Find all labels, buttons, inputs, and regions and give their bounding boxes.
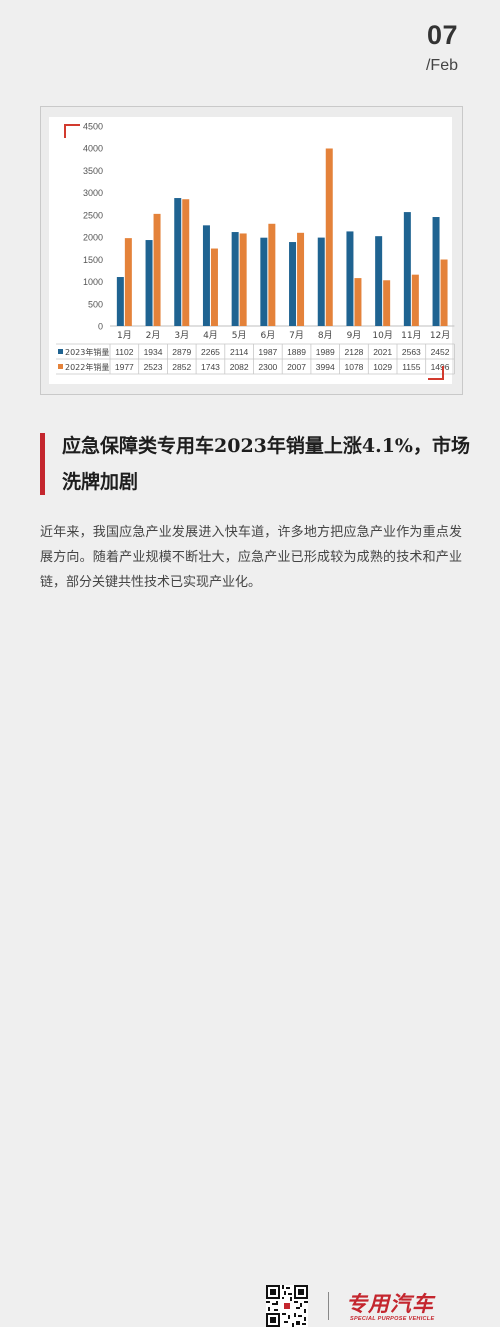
qr-code-icon[interactable]: [266, 1285, 308, 1327]
data-label: 1987: [258, 347, 277, 357]
bar-2022: [239, 233, 247, 326]
y-tick-label: 500: [88, 299, 103, 309]
footer: 专用汽车 SPECIAL PURPOSE VEHICLE: [0, 640, 500, 1327]
data-label: 2300: [258, 362, 277, 372]
x-tick-label: 12月: [430, 330, 450, 341]
bar-2023: [202, 225, 210, 326]
y-tick-label: 3000: [83, 188, 103, 198]
legend-swatch: [58, 364, 63, 369]
bar-2023: [231, 232, 239, 326]
bar-2022: [440, 259, 448, 326]
data-label: 2265: [201, 347, 220, 357]
corner-mark-bottom-right: [428, 366, 444, 380]
data-label: 2114: [230, 347, 249, 357]
bar-2022: [124, 238, 132, 326]
y-tick-label: 4500: [83, 122, 103, 132]
bar-2022: [153, 213, 161, 326]
y-tick-label: 2000: [83, 233, 103, 243]
bar-2023: [260, 237, 268, 326]
x-tick-label: 2月: [146, 330, 161, 341]
data-label: 1496: [431, 362, 450, 372]
data-label: 2879: [172, 347, 191, 357]
data-label: 3994: [316, 362, 335, 372]
data-label: 2082: [230, 362, 249, 372]
data-label: 2523: [144, 362, 163, 372]
article-title: 应急保障类专用车2023年销量上涨4.1%，市场洗牌加剧: [62, 435, 470, 493]
bar-2022: [210, 248, 218, 326]
x-tick-label: 6月: [260, 330, 275, 341]
y-tick-label: 0: [98, 322, 103, 332]
y-tick-label: 2500: [83, 210, 103, 220]
y-tick-label: 3500: [83, 166, 103, 176]
data-label: 1977: [115, 362, 134, 372]
data-label: 1743: [201, 362, 220, 372]
issue-month: /Feb: [425, 57, 458, 74]
x-tick-label: 4月: [203, 330, 218, 341]
x-tick-label: 9月: [347, 330, 362, 341]
y-tick-label: 1500: [83, 255, 103, 265]
legend-swatch: [58, 349, 63, 354]
y-tick-label: 1000: [83, 277, 103, 287]
data-label: 2852: [172, 362, 191, 372]
chart-background: [49, 117, 452, 384]
brand-logo: 专用汽车: [346, 1292, 434, 1316]
bar-2022: [297, 232, 305, 326]
corner-mark-top-left: [64, 124, 80, 138]
heading-accent-bar: [40, 433, 45, 495]
bar-2023: [116, 277, 124, 326]
bar-2023: [145, 240, 153, 326]
data-label: 2452: [431, 347, 450, 357]
data-label: 1934: [144, 347, 163, 357]
data-label: 1155: [402, 362, 421, 372]
x-tick-label: 7月: [289, 330, 304, 341]
data-label: 1102: [115, 347, 134, 357]
bar-2022: [268, 223, 276, 326]
x-tick-label: 8月: [318, 330, 333, 341]
article-body: 近年来，我国应急产业发展进入快车道，许多地方把应急产业作为重点发展方向。随着产业…: [40, 525, 462, 590]
issue-day: 07: [426, 20, 458, 50]
data-label: 2007: [287, 362, 306, 372]
bar-2023: [375, 236, 383, 326]
sales-chart: 0 500 1000 1500 2000 2500 3000 3500 4000 4500 1月 2月…: [56, 122, 455, 375]
bar-2023: [317, 237, 325, 326]
data-label: 2128: [344, 347, 363, 357]
bar-2023: [289, 242, 297, 326]
bar-2022: [325, 148, 333, 326]
bar-2023: [403, 212, 411, 326]
bar-2023: [432, 217, 440, 326]
data-label: 1078: [344, 362, 363, 372]
x-tick-label: 11月: [401, 330, 421, 341]
x-tick-label: 3月: [174, 330, 189, 341]
data-label: 2021: [373, 347, 392, 357]
footer-divider: [328, 1292, 329, 1320]
bar-2022: [182, 199, 190, 326]
data-label: 2563: [402, 347, 421, 357]
data-label: 1029: [373, 362, 392, 372]
bar-2023: [174, 198, 182, 326]
x-tick-label: 10月: [372, 330, 392, 341]
bar-2022: [383, 280, 391, 326]
bar-2023: [346, 231, 354, 326]
brand-logo-subtitle: SPECIAL PURPOSE VEHICLE: [350, 1316, 435, 1322]
data-label: 1889: [287, 347, 306, 357]
legend-label: 2023年销量: [65, 347, 109, 357]
legend-label: 2022年销量: [65, 362, 109, 372]
y-tick-label: 4000: [83, 144, 103, 154]
bar-2022: [411, 274, 419, 326]
data-label: 1989: [316, 347, 335, 357]
x-tick-label: 1月: [117, 330, 132, 341]
bar-2022: [354, 278, 362, 326]
x-tick-label: 5月: [232, 330, 247, 341]
